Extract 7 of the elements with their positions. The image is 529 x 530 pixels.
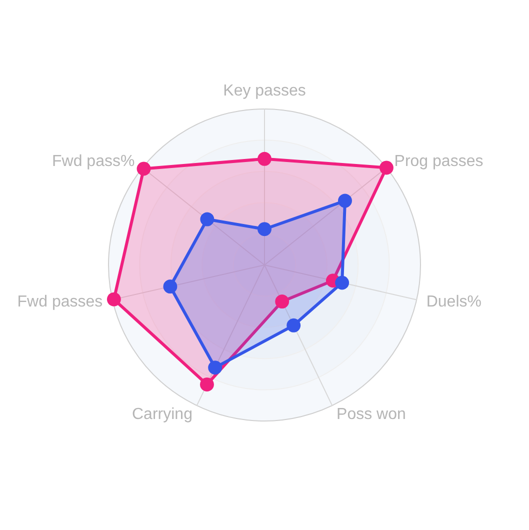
spoke-label: Fwd passes [17, 293, 103, 310]
spoke-label: Fwd pass% [52, 153, 135, 170]
spoke-label: Key passes [223, 82, 306, 100]
spoke-label: Duels% [426, 293, 482, 310]
spoke-label: Carrying [132, 406, 192, 424]
spoke-label: Prog passes [394, 153, 484, 170]
spoke-label: Poss won [336, 406, 406, 424]
